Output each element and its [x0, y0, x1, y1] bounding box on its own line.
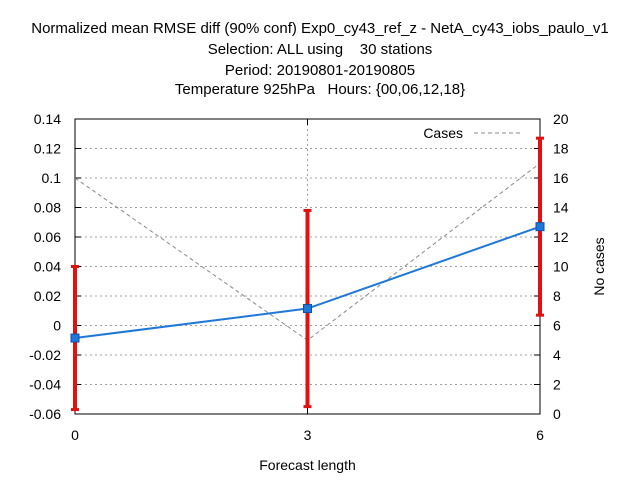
ticks: -0.06 -0.04 -0.02 0 0.02 0.04 0.06 0.08 0.1 0.12 0… — [29, 111, 569, 443]
chart-title-line-1: Normalized mean RMSE diff (90% conf) Exp… — [31, 20, 609, 37]
error-bars — [71, 136, 544, 412]
right-y-tick-label: 10 — [553, 259, 569, 275]
right-axis-label: No cases — [591, 237, 607, 295]
right-y-tick-label: 0 — [553, 406, 561, 422]
data-point — [303, 304, 312, 314]
right-y-tick-label: 6 — [553, 318, 561, 334]
x-tick-label: 6 — [536, 427, 544, 443]
right-y-tick-label: 18 — [553, 141, 569, 157]
right-y-tick-label: 2 — [553, 377, 561, 393]
right-y-tick-label: 20 — [553, 111, 569, 127]
y-tick-label: -0.06 — [29, 406, 61, 422]
y-tick-label: 0.1 — [42, 170, 62, 186]
x-tick-label: 0 — [71, 427, 79, 443]
legend-label-cases: Cases — [423, 125, 463, 141]
right-y-tick-label: 8 — [553, 288, 561, 304]
y-tick-label: 0 — [53, 318, 61, 334]
x-tick-label: 3 — [304, 427, 312, 443]
right-y-tick-label: 16 — [553, 170, 569, 186]
y-tick-label: 0.14 — [34, 111, 61, 127]
x-axis-label: Forecast length — [259, 457, 356, 473]
y-tick-label: 0.12 — [34, 141, 61, 157]
y-tick-label: -0.02 — [29, 347, 61, 363]
chart-title-line-2: Selection: ALL using 30 stations — [207, 41, 433, 58]
chart-title-line-3: Period: 20190801-20190805 — [224, 62, 416, 79]
data-point — [70, 333, 80, 343]
y-tick-label: 0.06 — [34, 229, 61, 245]
right-y-tick-label: 12 — [553, 229, 569, 245]
right-y-tick-label: 14 — [553, 200, 569, 216]
chart-title-line-4: Temperature 925hPa Hours: {00,06,12,18} — [174, 81, 466, 98]
y-tick-label: 0.04 — [34, 259, 61, 275]
legend: Cases — [423, 125, 522, 141]
data-point — [535, 222, 545, 232]
right-y-tick-label: 4 — [553, 347, 561, 363]
series-layer — [70, 222, 545, 343]
y-tick-label: 0.02 — [34, 288, 61, 304]
y-tick-label: -0.04 — [29, 377, 61, 393]
y-tick-label: 0.08 — [34, 200, 61, 216]
